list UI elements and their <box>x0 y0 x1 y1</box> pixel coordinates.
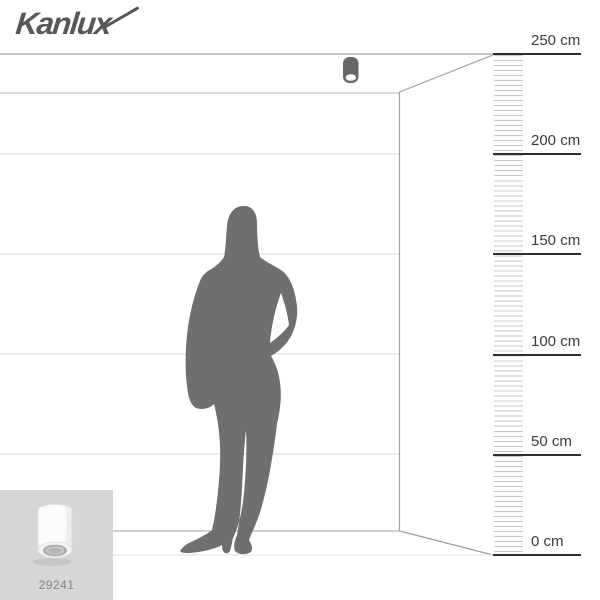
ruler-line-50 <box>493 453 581 456</box>
product-code: 29241 <box>38 578 75 592</box>
ruler-line-150 <box>493 253 581 256</box>
ruler-label-0: 0 cm <box>531 533 564 550</box>
downlight-product-drawing <box>33 504 73 566</box>
ruler-label-200: 200 cm <box>531 132 581 150</box>
ruler-line-200 <box>493 153 581 156</box>
ruler-line-100 <box>493 353 581 356</box>
person-silhouette <box>180 205 298 555</box>
fixture-lens <box>345 74 356 81</box>
product-image <box>33 504 73 566</box>
product-thumbnail[interactable]: 29241 <box>0 490 113 600</box>
floor-perspective-line <box>399 530 494 556</box>
ruler-label-150: 150 cm <box>531 232 581 250</box>
ruler-label-50: 50 cm <box>531 432 572 450</box>
ceiling-light-fixture <box>343 57 359 83</box>
ruler-label-100: 100 cm <box>531 332 581 350</box>
ceiling-perspective-line <box>399 54 494 93</box>
ruler-line-250 <box>493 53 581 55</box>
ruler-tick-strip <box>494 55 523 555</box>
ruler-label-250: 250 cm <box>531 32 581 49</box>
ruler-line-0 <box>493 554 581 556</box>
